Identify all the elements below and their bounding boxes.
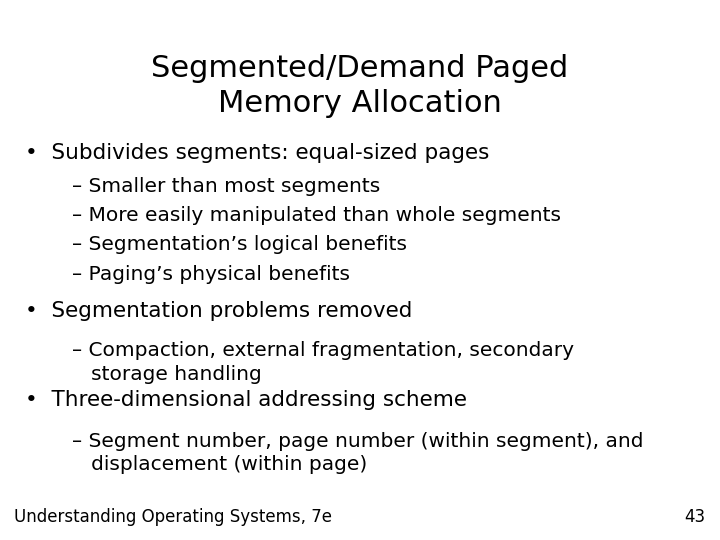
Text: Segmented/Demand Paged
Memory Allocation: Segmented/Demand Paged Memory Allocation xyxy=(151,54,569,118)
Text: 43: 43 xyxy=(685,509,706,526)
Text: – More easily manipulated than whole segments: – More easily manipulated than whole seg… xyxy=(72,206,561,225)
Text: – Segmentation’s logical benefits: – Segmentation’s logical benefits xyxy=(72,235,407,254)
Text: – Paging’s physical benefits: – Paging’s physical benefits xyxy=(72,265,350,284)
Text: Understanding Operating Systems, 7e: Understanding Operating Systems, 7e xyxy=(14,509,333,526)
Text: •  Segmentation problems removed: • Segmentation problems removed xyxy=(25,301,413,321)
Text: •  Three-dimensional addressing scheme: • Three-dimensional addressing scheme xyxy=(25,390,467,410)
Text: – Segment number, page number (within segment), and
   displacement (within page: – Segment number, page number (within se… xyxy=(72,432,644,475)
Text: – Smaller than most segments: – Smaller than most segments xyxy=(72,177,380,196)
Text: •  Subdivides segments: equal-sized pages: • Subdivides segments: equal-sized pages xyxy=(25,143,490,163)
Text: – Compaction, external fragmentation, secondary
   storage handling: – Compaction, external fragmentation, se… xyxy=(72,341,574,384)
